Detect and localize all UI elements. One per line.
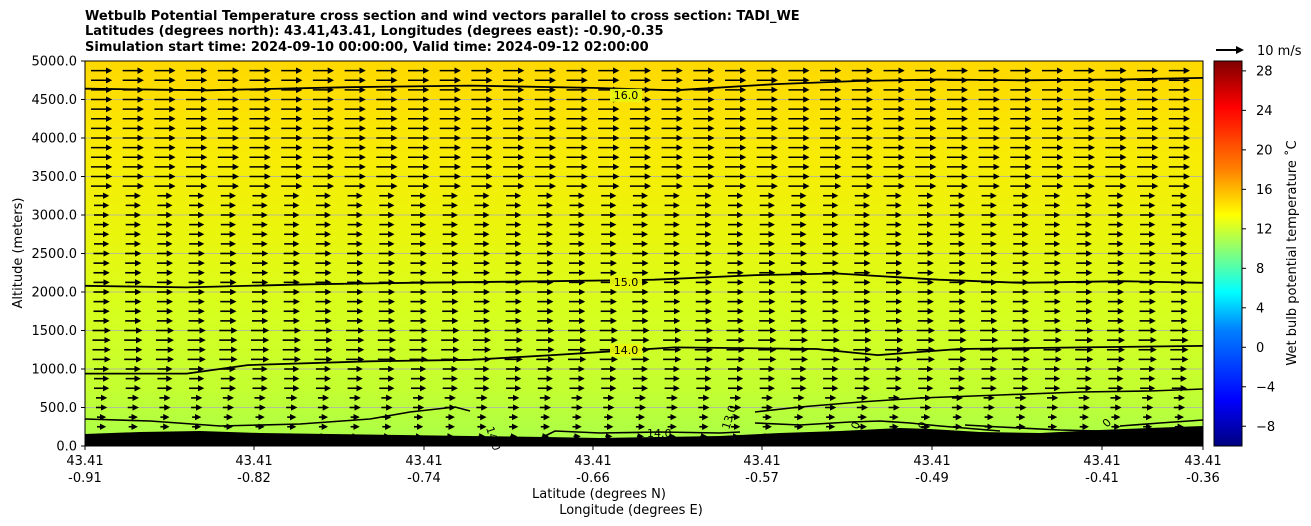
contour-line [84, 272, 1204, 289]
contour-label: 15.0 [614, 276, 639, 289]
colorbar [1213, 60, 1243, 447]
chart-title-line-3: Simulation start time: 2024-09-10 00:00:… [85, 40, 649, 55]
colorbar-tick-label: 20 [1256, 143, 1273, 158]
chart-title-line-2: Latitudes (degrees north): 43.41,43.41, … [85, 24, 664, 39]
y-tick-label: 1000.0 [32, 363, 78, 378]
y-tick-label: 2000.0 [32, 286, 78, 301]
colorbar-tick-label: −4 [1256, 380, 1275, 395]
x-tick-label-lon: -0.41 [1085, 471, 1119, 486]
y-tick-label: 2500.0 [32, 247, 78, 262]
contour-label-bg [610, 343, 642, 357]
x-tick-label-lon: -0.82 [237, 471, 271, 486]
quiver-key-label: 10 m/s [1257, 44, 1302, 59]
colorbar-tick-label: 0 [1256, 341, 1264, 356]
y-tick-label: 500.0 [40, 401, 77, 416]
x-tick-label-lon: -0.57 [745, 471, 779, 486]
x-tick-label-lon: -0.66 [576, 471, 610, 486]
x-tick-label-lon: -0.74 [407, 471, 441, 486]
x-tick-label-lon: -0.91 [68, 471, 102, 486]
colorbar-tick-label: 8 [1256, 262, 1264, 277]
x-axis: 43.41 -0.91 43.41 -0.82 43.41 -0.74 43.41 -0.66… [66, 446, 1222, 486]
x-tick-label-lat: 43.41 [574, 454, 611, 469]
y-axis-label: Altitude (meters) [11, 198, 26, 309]
colorbar-tick-label: 16 [1256, 183, 1273, 198]
x-tick-label-lon: -0.49 [915, 471, 949, 486]
contour-line [84, 77, 1204, 92]
contour-label-low-4: 0 [849, 420, 864, 431]
x-tick-label-lat: 43.41 [743, 454, 780, 469]
low-contours [84, 388, 1204, 446]
colorbar-tick-label: 28 [1256, 64, 1273, 79]
wind-vectors [91, 67, 1191, 440]
x-tick-label-lat: 43.41 [235, 454, 272, 469]
y-tick-label: 0.0 [56, 440, 77, 455]
colorbar-label: Wet bulb potential temperature ˚C [1284, 140, 1300, 365]
y-tick-label: 3500.0 [32, 170, 78, 185]
x-tick-label-lat: 43.41 [913, 454, 950, 469]
y-tick-label: 3000.0 [32, 209, 78, 224]
contour-label: 14.0 [614, 344, 639, 357]
y-axis: 0.0 500.0 1000.0 1500.0 2000.0 2500.0 3000.0 35… [32, 55, 85, 455]
colorbar-tick-label: 4 [1256, 301, 1264, 316]
x-axis-label-2: Longitude (degrees E) [559, 503, 703, 518]
colorbar-tick-label: 24 [1256, 104, 1273, 119]
x-tick-label-lat: 43.41 [405, 454, 442, 469]
x-tick-label-lat: 43.41 [1184, 454, 1221, 469]
y-tick-label: 5000.0 [32, 55, 78, 70]
x-tick-label-lon: -0.36 [1186, 471, 1220, 486]
y-tick-label: 1500.0 [32, 324, 78, 339]
contour-label: 16.0 [614, 89, 639, 102]
colorbar-ticks: 28 24 20 16 12 8 4 0 −4 −8 [1242, 64, 1275, 435]
colorbar-tick-label: −8 [1256, 420, 1275, 435]
x-tick-label-lat: 43.41 [1083, 454, 1120, 469]
y-tick-label: 4000.0 [32, 132, 78, 147]
x-axis-label: Latitude (degrees N) [532, 487, 666, 502]
x-tick-label-lat: 43.41 [66, 454, 103, 469]
terrain [85, 426, 1203, 446]
contour-label-bg [610, 88, 642, 102]
y-tick-label: 4500.0 [32, 93, 78, 108]
colorbar-tick-label: 12 [1256, 222, 1273, 237]
contour-lines: 16.0 15.0 14.0 [84, 77, 1204, 375]
chart-title-line-1: Wetbulb Potential Temperature cross sect… [85, 9, 800, 24]
contour-label-low-5: 0 [916, 420, 931, 431]
contour-label-low-3: 14.0 [647, 427, 672, 440]
contour-label-bg [610, 275, 642, 289]
